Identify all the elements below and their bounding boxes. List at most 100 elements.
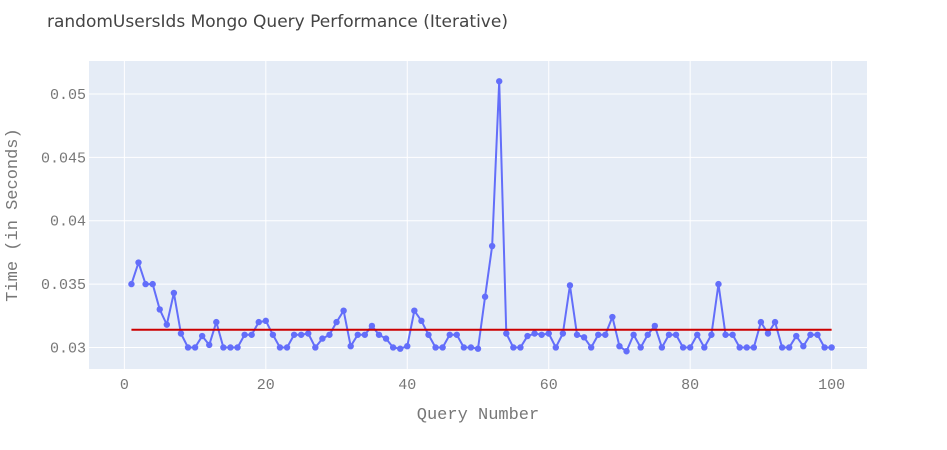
query-time-point (722, 331, 729, 338)
series-marks (128, 78, 835, 355)
query-time-point (297, 331, 305, 338)
query-time-point (708, 331, 715, 338)
query-time-point (672, 331, 680, 338)
query-time-point (771, 318, 779, 326)
query-time-point (326, 331, 333, 338)
query-time-point (439, 344, 446, 351)
query-time-point (156, 306, 163, 313)
query-time-point (496, 78, 503, 85)
query-time-point (644, 331, 651, 338)
query-time-point (142, 280, 149, 288)
query-time-point (573, 331, 581, 338)
query-time-point (347, 342, 354, 350)
query-time-point (227, 344, 234, 351)
query-time-point (269, 331, 277, 338)
query-time-point (283, 344, 291, 351)
query-time-point (368, 322, 376, 330)
query-time-point (545, 330, 552, 337)
query-time-point (743, 344, 750, 351)
query-time-point (609, 313, 616, 321)
query-time-point (764, 330, 772, 337)
query-time-point (778, 344, 786, 351)
query-time-point (510, 344, 517, 351)
query-time-point (686, 344, 694, 351)
query-time-point (481, 293, 489, 300)
query-time-point (375, 331, 383, 338)
query-time-point (397, 345, 404, 352)
x-tick-label: 0 (120, 377, 129, 394)
plot-background (89, 61, 867, 369)
query-time-point (354, 331, 361, 338)
y-tick-label: 0.05 (50, 87, 86, 104)
query-time-point (503, 330, 510, 337)
query-time-point (701, 344, 708, 351)
query-time-point (382, 335, 390, 342)
chart-title: randomUsersIds Mongo Query Performance (… (47, 12, 508, 32)
query-time-point (333, 318, 340, 326)
query-time-point (517, 344, 524, 351)
query-time-point (467, 344, 475, 351)
query-time-point (658, 344, 666, 351)
query-time-point (411, 307, 418, 314)
query-time-point (538, 331, 545, 338)
query-time-point (177, 330, 185, 337)
query-time-point (616, 342, 623, 350)
query-time-point (460, 344, 468, 351)
y-tick-label: 0.035 (41, 277, 86, 294)
query-time-point (276, 344, 284, 351)
query-time-point (312, 344, 319, 351)
query-time-point (474, 345, 482, 352)
query-time-point (170, 289, 178, 297)
query-time-point (453, 331, 460, 338)
query-time-point (814, 331, 821, 338)
query-time-point (580, 334, 588, 341)
query-time-point (163, 321, 170, 328)
query-time-point (241, 331, 248, 338)
query-time-point (679, 344, 687, 351)
query-time-point (602, 331, 609, 338)
query-time-point (361, 331, 369, 338)
query-time-point (198, 332, 206, 340)
query-time-point (191, 344, 199, 351)
query-time-point (319, 335, 326, 342)
query-time-point (213, 318, 220, 326)
query-time-point (290, 331, 298, 338)
query-time-point (651, 322, 659, 330)
query-time-point (729, 331, 736, 338)
query-time-point (255, 318, 262, 326)
query-time-point (821, 344, 828, 351)
query-time-point (736, 344, 743, 351)
query-time-point (418, 317, 425, 325)
query-time-point (404, 342, 411, 350)
query-time-point (630, 331, 637, 338)
query-time-point (757, 318, 765, 326)
x-tick-label: 80 (681, 377, 699, 394)
query-time-point (262, 317, 270, 325)
query-time-point (149, 280, 156, 288)
query-time-point (807, 331, 814, 338)
y-tick-label: 0.04 (50, 214, 86, 231)
query-time-point (828, 344, 835, 351)
x-axis-title: Query Number (417, 406, 539, 425)
query-time-point (587, 344, 595, 351)
query-time-point (248, 331, 255, 338)
query-time-point (389, 344, 397, 351)
query-time-point (432, 344, 439, 351)
query-time-point (340, 307, 347, 314)
query-time-point (793, 332, 800, 340)
query-time-point (234, 344, 241, 351)
query-time-point (786, 344, 793, 351)
y-tick-label: 0.03 (50, 340, 86, 357)
query-time-point (665, 331, 673, 338)
query-time-point (531, 330, 538, 337)
query-time-point (524, 332, 531, 340)
query-time-point (220, 344, 227, 351)
query-time-point (800, 342, 807, 350)
x-tick-label: 60 (540, 377, 558, 394)
query-time-point (750, 344, 758, 351)
query-time-point (552, 344, 559, 351)
query-time-point (305, 330, 312, 337)
query-time-line (130, 80, 832, 353)
y-tick-label: 0.045 (41, 150, 86, 167)
